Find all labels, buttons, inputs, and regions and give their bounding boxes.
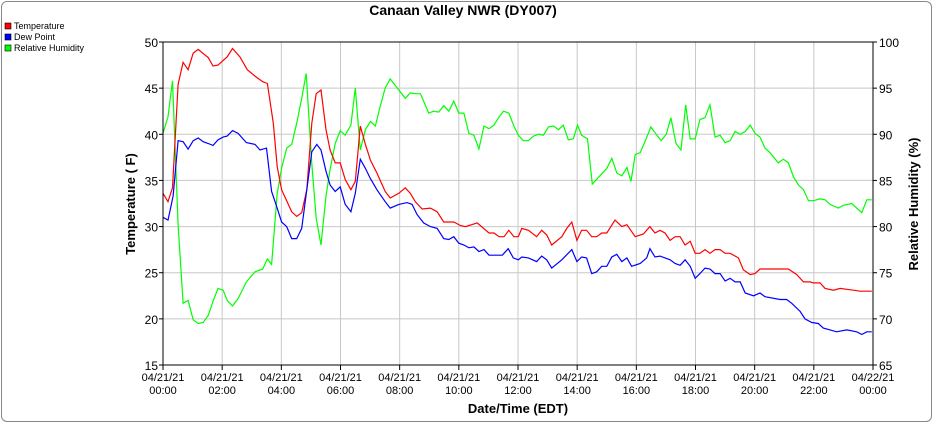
x-tick-date: 04/21/21 [142, 372, 185, 384]
y2-tick-label: 90 [879, 128, 893, 142]
legend-swatch [4, 44, 12, 52]
x-tick-date: 04/21/21 [378, 372, 421, 384]
x-tick-time: 04:00 [268, 385, 296, 397]
x-tick-time: 00:00 [149, 385, 177, 397]
series-line-temperature [162, 47, 872, 292]
y2-tick-label: 85 [879, 174, 893, 188]
y-tick-label: 20 [145, 313, 159, 327]
series-group [162, 47, 872, 336]
x-tick-date: 04/21/21 [733, 372, 776, 384]
x-tick-date: 04/22/21 [852, 372, 895, 384]
x-tick-time: 10:00 [445, 385, 473, 397]
y-tick-label: 25 [145, 267, 159, 281]
x-tick-date: 04/21/21 [319, 372, 362, 384]
series-line-relative-humidity [162, 73, 872, 325]
x-tick-date: 04/21/21 [615, 372, 658, 384]
x-tick-time: 18:00 [682, 385, 710, 397]
y2-tick-label: 100 [879, 36, 899, 50]
series-line-dew-point [162, 129, 872, 336]
legend-label: Relative Humidity [14, 43, 85, 53]
y2-tick-label: 95 [879, 82, 893, 96]
x-tick-date: 04/21/21 [437, 372, 480, 384]
x-tick-date: 04/21/21 [792, 372, 835, 384]
x-tick-time: 14:00 [563, 385, 591, 397]
y2-tick-label: 80 [879, 221, 893, 235]
x-tick-date: 04/21/21 [497, 372, 540, 384]
x-tick-time: 16:00 [623, 385, 651, 397]
legend-label: Dew Point [14, 32, 56, 42]
x-tick-time: 00:00 [859, 385, 887, 397]
y2-tick-label: 70 [879, 313, 893, 327]
x-tick-date: 04/21/21 [201, 372, 244, 384]
y-axis-label: Temperature ( F) [123, 153, 138, 255]
x-tick-date: 04/21/21 [260, 372, 303, 384]
y2-tick-label: 75 [879, 267, 893, 281]
legend-swatch [4, 22, 12, 30]
x-tick-date: 04/21/21 [556, 372, 599, 384]
x-tick-time: 02:00 [208, 385, 236, 397]
y-tick-label: 50 [145, 36, 159, 50]
x-tick-date: 04/21/21 [674, 372, 717, 384]
y-tick-label: 30 [145, 221, 159, 235]
x-axis-label: Date/Time (EDT) [468, 401, 568, 416]
y-tick-label: 15 [145, 359, 159, 373]
axes: 15 20 25 30 35 40 45 50 65 70 75 80 85 90 95 100 04/21/2… [142, 36, 900, 397]
x-tick-time: 22:00 [800, 385, 828, 397]
x-tick-time: 08:00 [386, 385, 414, 397]
grid [163, 42, 873, 365]
y2-axis-label: Relative Humidity (%) [906, 138, 921, 271]
y-tick-label: 45 [145, 82, 159, 96]
y2-tick-label: 65 [879, 359, 893, 373]
x-tick-time: 12:00 [504, 385, 532, 397]
x-tick-time: 20:00 [741, 385, 769, 397]
y-tick-label: 35 [145, 174, 159, 188]
y-tick-label: 40 [145, 128, 159, 142]
legend-label: Temperature [14, 21, 65, 31]
chart-title: Canaan Valley NWR (DY007) [369, 2, 557, 18]
legend-swatch [4, 33, 12, 41]
x-tick-time: 06:00 [327, 385, 355, 397]
